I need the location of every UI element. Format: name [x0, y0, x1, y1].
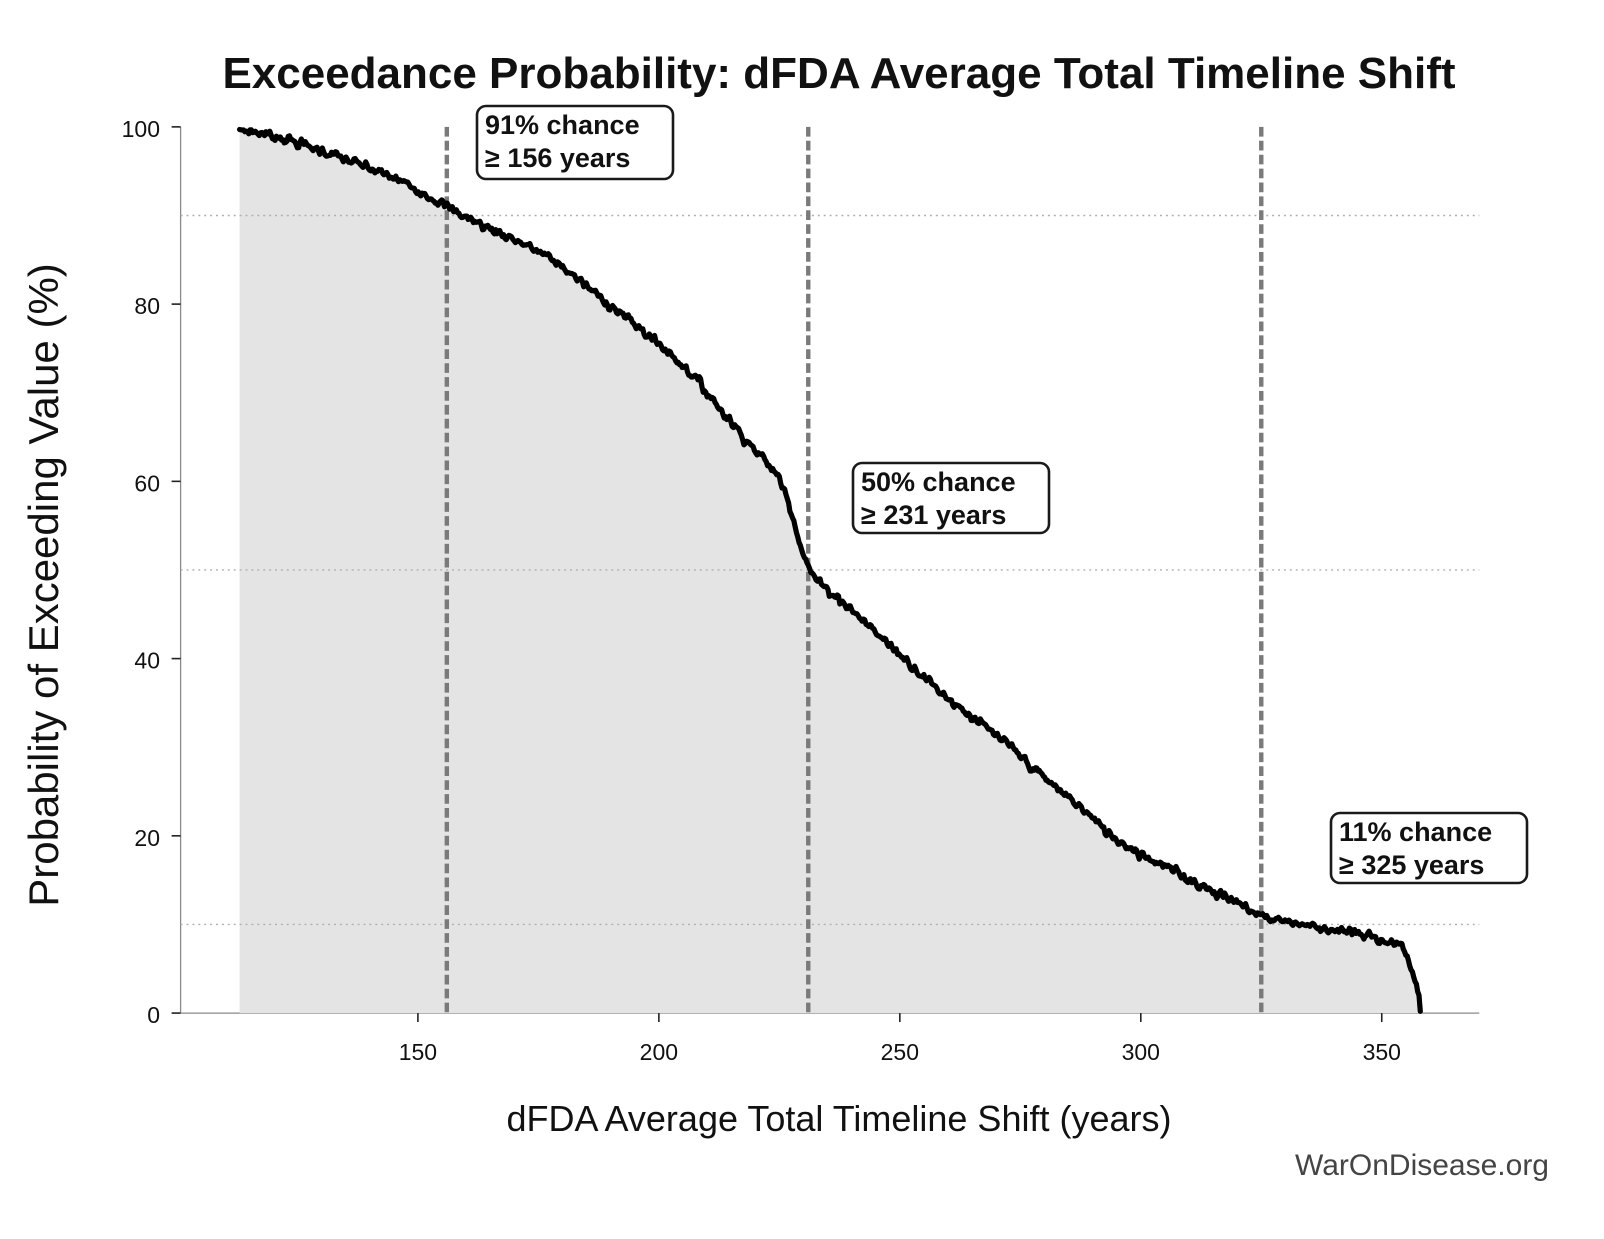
svg-text:11% chance: 11% chance	[1339, 817, 1492, 847]
svg-text:≥ 156 years: ≥ 156 years	[485, 143, 630, 173]
svg-text:100: 100	[122, 116, 160, 142]
svg-text:≥ 231 years: ≥ 231 years	[861, 500, 1006, 530]
svg-text:80: 80	[134, 293, 160, 319]
svg-text:350: 350	[1363, 1039, 1401, 1065]
svg-text:dFDA Average Total Timeline Sh: dFDA Average Total Timeline Shift (years…	[507, 1098, 1172, 1139]
svg-text:Probability of Exceeding Value: Probability of Exceeding Value (%)	[20, 263, 67, 907]
svg-text:WarOnDisease.org: WarOnDisease.org	[1295, 1149, 1549, 1182]
svg-text:40: 40	[134, 648, 160, 674]
svg-text:200: 200	[640, 1039, 678, 1065]
svg-text:150: 150	[399, 1039, 437, 1065]
svg-text:Exceedance Probability: dFDA A: Exceedance Probability: dFDA Average Tot…	[222, 49, 1455, 98]
svg-text:50% chance: 50% chance	[861, 467, 1016, 497]
svg-text:≥ 325 years: ≥ 325 years	[1339, 850, 1484, 880]
svg-text:91% chance: 91% chance	[485, 110, 640, 140]
svg-text:250: 250	[881, 1039, 919, 1065]
svg-text:60: 60	[134, 470, 160, 496]
svg-text:20: 20	[134, 825, 160, 851]
svg-text:0: 0	[147, 1002, 160, 1028]
svg-text:300: 300	[1122, 1039, 1160, 1065]
